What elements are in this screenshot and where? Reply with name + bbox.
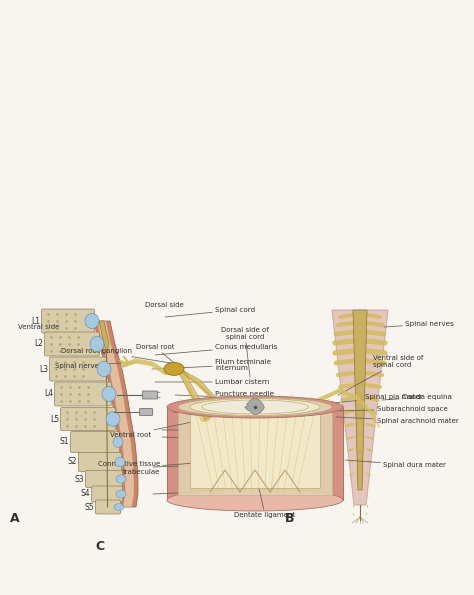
Text: Spinal nerve: Spinal nerve	[55, 362, 138, 369]
Text: Spinal pia mater: Spinal pia mater	[322, 394, 422, 404]
Polygon shape	[97, 321, 134, 507]
Text: Dural sac: Dural sac	[162, 437, 249, 443]
Text: Vertebral canal: Vertebral canal	[153, 487, 270, 494]
Text: Dorsal root: Dorsal root	[136, 344, 194, 380]
Text: Dorsal root ganglion: Dorsal root ganglion	[61, 348, 176, 364]
FancyBboxPatch shape	[95, 500, 120, 514]
Text: Ventral root: Ventral root	[110, 418, 209, 437]
Text: Puncture needle
(position for child): Puncture needle (position for child)	[173, 406, 281, 419]
Text: S4: S4	[81, 490, 90, 499]
Polygon shape	[167, 407, 343, 500]
Polygon shape	[332, 310, 388, 505]
Text: Subarachnoid space: Subarachnoid space	[334, 406, 448, 412]
Text: Lumbar cistern: Lumbar cistern	[155, 379, 269, 385]
FancyBboxPatch shape	[49, 357, 107, 381]
Ellipse shape	[202, 400, 308, 414]
Polygon shape	[94, 321, 138, 507]
Text: L1: L1	[31, 317, 40, 325]
FancyBboxPatch shape	[42, 309, 94, 333]
Text: Cauda equina: Cauda equina	[382, 394, 452, 400]
Text: Puncture needle
(position for adult): Puncture needle (position for adult)	[175, 392, 282, 405]
FancyBboxPatch shape	[55, 382, 111, 406]
Text: S3: S3	[74, 474, 84, 484]
Text: S2: S2	[67, 458, 77, 466]
Ellipse shape	[167, 396, 343, 418]
Polygon shape	[190, 399, 320, 488]
Text: Dentate ligament: Dentate ligament	[235, 470, 296, 518]
Ellipse shape	[114, 504, 124, 511]
Text: L2: L2	[34, 340, 43, 349]
Polygon shape	[178, 367, 220, 405]
Text: L3: L3	[39, 365, 48, 374]
Text: Ventral side of
spinal cord: Ventral side of spinal cord	[338, 355, 423, 395]
FancyBboxPatch shape	[79, 453, 121, 471]
FancyBboxPatch shape	[143, 391, 157, 399]
Text: L5: L5	[50, 415, 59, 424]
Ellipse shape	[116, 490, 126, 498]
FancyBboxPatch shape	[45, 332, 100, 356]
Ellipse shape	[178, 397, 332, 416]
Text: B: B	[285, 512, 294, 525]
FancyBboxPatch shape	[139, 409, 153, 415]
Text: Spinal arachnoid mater: Spinal arachnoid mater	[336, 417, 459, 424]
Text: L4: L4	[44, 390, 53, 399]
Text: Dura mater: Dura mater	[162, 427, 256, 433]
Text: Dorsal side: Dorsal side	[145, 302, 184, 308]
Text: Spinal nerves: Spinal nerves	[384, 321, 454, 327]
Polygon shape	[99, 321, 109, 352]
Text: C: C	[95, 540, 104, 553]
Polygon shape	[179, 370, 223, 419]
Text: Dorsal side of
spinal cord: Dorsal side of spinal cord	[221, 327, 269, 377]
Ellipse shape	[113, 437, 123, 447]
Text: S5: S5	[84, 503, 94, 512]
Text: S1: S1	[60, 437, 69, 446]
Text: Ventral side: Ventral side	[18, 324, 59, 330]
Ellipse shape	[190, 399, 320, 415]
Ellipse shape	[164, 362, 184, 375]
FancyBboxPatch shape	[71, 431, 119, 453]
Polygon shape	[245, 398, 264, 415]
Text: A: A	[10, 512, 19, 525]
Ellipse shape	[116, 475, 126, 483]
Ellipse shape	[102, 386, 116, 402]
FancyBboxPatch shape	[91, 486, 122, 502]
Ellipse shape	[106, 412, 120, 426]
FancyBboxPatch shape	[61, 408, 116, 431]
Ellipse shape	[97, 361, 111, 377]
Polygon shape	[353, 310, 367, 490]
Ellipse shape	[115, 457, 125, 467]
Text: Conus medullaris: Conus medullaris	[155, 344, 277, 355]
Ellipse shape	[90, 336, 104, 352]
Ellipse shape	[167, 489, 343, 511]
Ellipse shape	[85, 314, 99, 328]
Text: Connective tissue
trabeculae: Connective tissue trabeculae	[98, 460, 235, 474]
Text: Spinal dura mater: Spinal dura mater	[345, 460, 446, 468]
Text: Spinal cord: Spinal cord	[165, 307, 255, 317]
Text: Coccygeal ligament
(filum terminale externum): Coccygeal ligament (filum terminale exte…	[153, 456, 313, 469]
FancyBboxPatch shape	[85, 471, 122, 487]
Polygon shape	[178, 407, 332, 495]
Text: Filum terminale
internum: Filum terminale internum	[152, 359, 271, 371]
